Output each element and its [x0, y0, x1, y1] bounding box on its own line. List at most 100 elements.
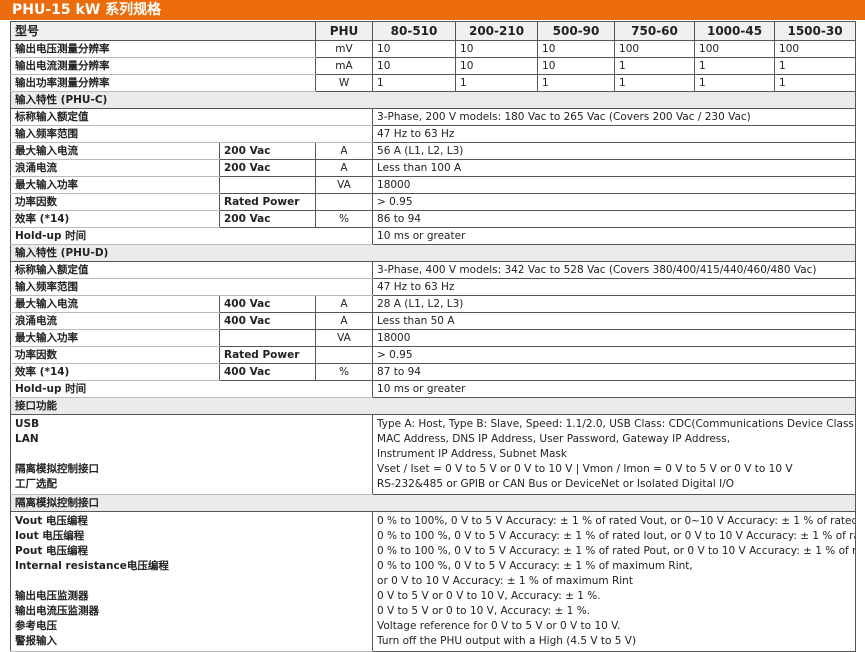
row-label: 标称输入额定值	[9, 108, 374, 126]
value-cell: 100	[694, 40, 776, 58]
spec-row: 浪涌电流 200 Vac A Less than 100 A	[10, 159, 857, 177]
unit-cell: %	[315, 363, 374, 381]
resolution-row: 输出电压测量分辨率 mV 10 10 10 100 100 100	[9, 40, 857, 58]
unit-cell: A	[315, 312, 374, 330]
multi-line-row: USB LAN 隔离模拟控制接口 工厂选配 Type A: Host, Type B: …	[9, 414, 857, 495]
condition-cell: Rated Power	[218, 193, 317, 211]
resolution-row: 输出电流测量分辨率 mA 10 10 10 1 1 1	[9, 57, 857, 75]
value-cell: 3-Phase, 200 V models: 180 Vac to 265 Va…	[372, 108, 857, 126]
value-cell: 86 to 94	[372, 210, 857, 228]
header-row: 型号 PHU 80-510 200-210 500-90 750-60 1000-45 150…	[9, 21, 857, 41]
value-line: 0 V to 5 V or 0 to 10 V, Accuracy: ± 1 %…	[377, 605, 591, 617]
value-cell: 1	[372, 74, 457, 92]
unit-cell: %	[315, 210, 374, 228]
value-cell: 100	[774, 40, 857, 58]
row-label: 标称输入额定值	[9, 261, 374, 279]
value-cell: 100	[614, 40, 696, 58]
label-line: Vout 电压编程	[15, 515, 88, 527]
value-cell: 1	[694, 74, 776, 92]
label-line: 输出电压监测器	[15, 590, 89, 602]
model-column-header: 1500-30	[774, 21, 857, 41]
value-line: Vset / Iset = 0 V to 5 V or 0 V to 10 V …	[377, 463, 793, 475]
section-header: 输入特性 (PHU-D)	[9, 244, 857, 262]
label-line: 参考电压	[15, 620, 57, 632]
unit-cell: W	[315, 74, 374, 92]
row-label: 效率 (*14)	[10, 363, 220, 381]
value-cell: 10	[372, 40, 457, 58]
section-title: 隔离模拟控制接口	[9, 494, 857, 512]
row-label: 输入频率范围	[9, 125, 374, 143]
spec-row: 浪涌电流 400 Vac A Less than 50 A	[10, 312, 857, 330]
value-cell: 10 ms or greater	[372, 380, 857, 398]
spec-row: 标称输入额定值 3-Phase, 400 V models: 342 Vac to…	[9, 261, 857, 279]
section-header: 输入特性 (PHU-C)	[9, 91, 857, 109]
value-cell: 1	[694, 57, 776, 75]
value-cell: 47 Hz to 63 Hz	[372, 125, 857, 143]
label-line: USB	[15, 418, 40, 430]
unit-cell: mA	[315, 57, 374, 75]
value-cell: > 0.95	[372, 193, 857, 211]
condition-cell: 400 Vac	[218, 312, 317, 330]
row-label: 浪涌电流	[10, 159, 220, 177]
row-label: 功率因数	[10, 346, 220, 364]
value-lines: 0 % to 100%, 0 V to 5 V Accuracy: ± 1 % …	[372, 511, 857, 652]
value-cell: 10	[455, 57, 539, 75]
spec-row: 功率因数 Rated Power > 0.95	[10, 346, 857, 364]
value-lines: Type A: Host, Type B: Slave, Speed: 1.1/…	[372, 414, 857, 495]
value-line: 0 % to 100 %, 0 V to 5 V Accuracy: ± 1 %…	[377, 560, 693, 572]
value-cell: 18000	[372, 176, 857, 194]
value-cell: 10	[455, 40, 539, 58]
unit-cell: A	[315, 159, 374, 177]
row-label: 浪涌电流	[10, 312, 220, 330]
section-title: 输入特性 (PHU-D)	[9, 244, 857, 262]
value-cell: 56 A (L1, L2, L3)	[372, 142, 857, 160]
label-line: 隔离模拟控制接口	[15, 463, 99, 475]
condition-cell: 400 Vac	[218, 363, 317, 381]
condition-cell: Rated Power	[218, 346, 317, 364]
unit-cell: VA	[315, 329, 374, 347]
row-label: 输出功率测量分辨率	[9, 74, 317, 92]
unit-cell: A	[315, 142, 374, 160]
value-cell: Less than 100 A	[372, 159, 857, 177]
section-title: 输入特性 (PHU-C)	[9, 91, 857, 109]
condition-cell: 200 Vac	[218, 142, 317, 160]
row-label: Hold-up 时间	[9, 380, 374, 398]
label-line: Internal resistance电压编程	[15, 560, 169, 572]
condition-cell: 200 Vac	[218, 210, 317, 228]
model-column-header: 1000-45	[694, 21, 776, 41]
condition-cell	[218, 329, 317, 347]
spec-row: 最大输入电流 200 Vac A 56 A (L1, L2, L3)	[10, 142, 857, 160]
value-cell: > 0.95	[372, 346, 857, 364]
section-header: 接口功能	[9, 397, 857, 415]
value-line: RS-232&485 or GPIB or CAN Bus or DeviceN…	[377, 478, 735, 490]
value-cell: 10	[537, 40, 616, 58]
spec-row: 效率 (*14) 400 Vac% 87 to 94	[10, 363, 857, 381]
value-cell: 1	[614, 74, 696, 92]
label-line: Pout 电压编程	[15, 545, 89, 557]
row-label: 最大输入电流	[10, 295, 220, 313]
spec-row: Hold-up 时间 10 ms or greater	[9, 227, 857, 245]
row-label: 功率因数	[10, 193, 220, 211]
value-cell: 1	[537, 74, 616, 92]
model-header: 型号	[9, 21, 317, 41]
resolution-row: 输出功率测量分辨率 W 1 1 1 1 1 1	[9, 74, 857, 92]
value-line: Turn off the PHU output with a High (4.5…	[377, 635, 637, 647]
value-cell: 1	[455, 74, 539, 92]
spec-row: 标称输入额定值 3-Phase, 200 V models: 180 Vac to…	[9, 108, 857, 126]
value-cell: 28 A (L1, L2, L3)	[372, 295, 857, 313]
unit-header: PHU	[315, 21, 374, 41]
unit-cell	[315, 346, 374, 364]
unit-cell: mV	[315, 40, 374, 58]
value-line: 0 % to 100 %, 0 V to 5 V Accuracy: ± 1 %…	[377, 545, 856, 557]
model-column-header: 80-510	[372, 21, 457, 41]
value-line: MAC Address, DNS IP Address, User Passwo…	[377, 433, 731, 445]
value-line: Instrument IP Address, Subnet Mask	[377, 448, 567, 460]
row-label: Hold-up 时间	[9, 227, 374, 245]
condition-cell	[218, 176, 317, 194]
value-cell: 10 ms or greater	[372, 227, 857, 245]
condition-cell: 400 Vac	[218, 295, 317, 313]
value-cell: 87 to 94	[372, 363, 857, 381]
value-line: 0 % to 100 %, 0 V to 5 V Accuracy: ± 1 %…	[377, 530, 856, 542]
value-cell: 1	[774, 57, 857, 75]
row-label: 输出电流测量分辨率	[9, 57, 317, 75]
